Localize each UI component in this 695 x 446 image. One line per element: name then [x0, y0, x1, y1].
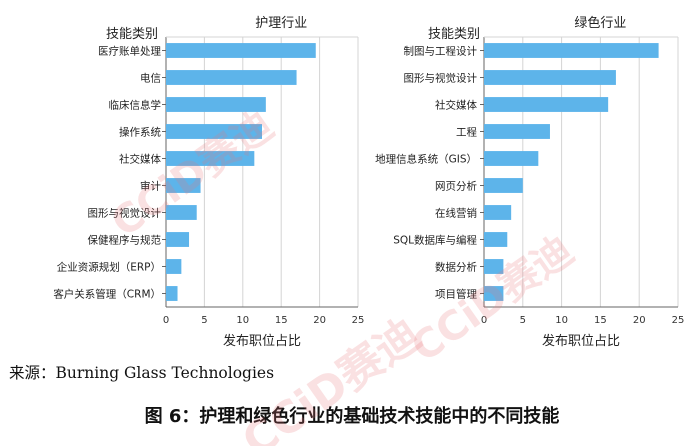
bar [484, 124, 550, 139]
x-axis-title: 发布职位占比 [223, 333, 301, 349]
category-label: 项目管理 [435, 288, 477, 301]
category-label: 电信 [140, 72, 161, 85]
bar [166, 286, 178, 301]
x-tick-label: 15 [594, 315, 607, 326]
category-label: 医疗账单处理 [98, 45, 161, 58]
chart-panel-nursing: 医疗账单处理电信临床信息学操作系统社交媒体审计图形与视觉设计保健程序与规范企业资… [53, 16, 364, 349]
bar [166, 232, 190, 247]
category-label: 操作系统 [119, 126, 161, 139]
bar [484, 205, 512, 220]
bar [484, 70, 616, 85]
y-axis-title: 技能类别 [106, 27, 158, 42]
bar [166, 124, 262, 139]
category-label: 图形与视觉设计 [404, 72, 478, 85]
category-label: 企业资源规划（ERP） [57, 261, 161, 274]
bar [484, 286, 504, 301]
bar [484, 178, 523, 193]
figure-caption: 图 6：护理和绿色行业的基础技术技能中的不同技能 [145, 405, 560, 427]
x-tick-label: 20 [313, 315, 326, 326]
chart-title: 绿色行业 [574, 15, 626, 31]
bar [166, 205, 197, 220]
source-note: 来源：Burning Glass Technologies [9, 364, 274, 382]
bar [484, 43, 659, 58]
bar [484, 259, 504, 274]
bar [166, 151, 255, 166]
category-label: 客户关系管理（CRM） [53, 288, 161, 301]
watermark: CCiD赛迪 [403, 227, 581, 371]
x-tick-label: 25 [672, 315, 685, 326]
category-label: 临床信息学 [109, 99, 162, 112]
bar [166, 43, 316, 58]
bar [166, 259, 182, 274]
category-label: 制图与工程设计 [404, 45, 478, 58]
x-tick-label: 15 [275, 315, 288, 326]
bar [484, 97, 609, 112]
x-axis-title: 发布职位占比 [542, 333, 620, 349]
category-label: 网页分析 [435, 180, 477, 193]
x-tick-label: 10 [555, 315, 568, 326]
category-label: 工程 [456, 127, 477, 139]
x-tick-label: 0 [481, 315, 487, 326]
category-label: SQL数据库与编程 [393, 234, 477, 247]
watermark: CCiD赛迪 [103, 102, 281, 246]
category-label: 图形与视觉设计 [88, 207, 162, 220]
category-label: 在线营销 [435, 207, 477, 220]
bar [166, 178, 201, 193]
x-tick-label: 0 [163, 315, 169, 326]
x-tick-label: 5 [520, 315, 526, 326]
category-label: 保健程序与规范 [88, 234, 162, 247]
bar [484, 232, 508, 247]
category-label: 地理信息系统（GIS） [375, 153, 477, 166]
bar [166, 70, 297, 85]
category-label: 审计 [140, 180, 161, 193]
bar [166, 97, 266, 112]
y-axis-title: 技能类别 [428, 27, 480, 42]
category-label: 社交媒体 [435, 99, 477, 112]
chart-title: 护理行业 [255, 16, 307, 31]
x-tick-label: 10 [236, 315, 249, 326]
category-label: 数据分析 [435, 261, 477, 274]
category-label: 社交媒体 [119, 153, 161, 166]
bar [484, 151, 539, 166]
x-tick-label: 20 [633, 315, 646, 326]
x-tick-label: 25 [352, 315, 365, 326]
x-tick-label: 5 [201, 315, 207, 326]
